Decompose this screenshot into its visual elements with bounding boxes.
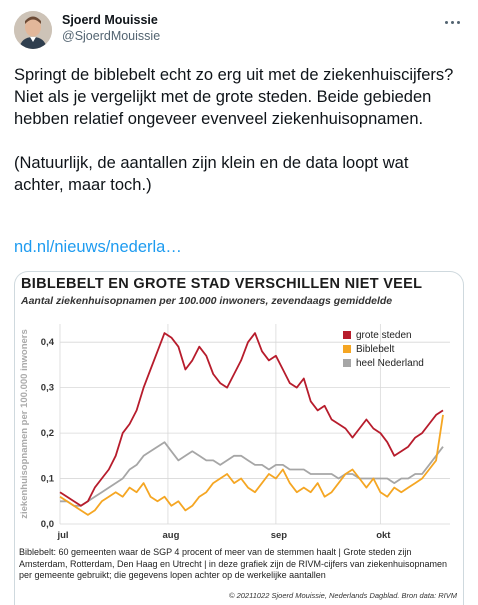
- chart-footnote: Biblebelt: 60 gemeenten waar de SGP 4 pr…: [19, 547, 448, 580]
- article-link[interactable]: nd.nl/nieuws/nederla…: [14, 238, 182, 256]
- chart-title: BIBLEBELT EN GROTE STAD VERSCHILLEN NIET…: [21, 276, 423, 292]
- more-horizontal-icon-dot: [450, 20, 454, 24]
- series-line-biblebelt: [59, 414, 444, 516]
- y-tick-label: 0,4: [41, 337, 55, 348]
- legend-swatch: [343, 331, 351, 339]
- author-handle[interactable]: @SjoerdMouissie: [62, 29, 161, 43]
- y-tick-label: 0,0: [41, 519, 54, 530]
- y-tick-label: 0,1: [41, 474, 55, 485]
- avatar-image: [14, 11, 52, 49]
- plot-area: [60, 324, 450, 524]
- chart-image-card[interactable]: BIBLEBELT EN GROTE STAD VERSCHILLEN NIET…: [14, 271, 464, 605]
- tweet-paragraph: Springt de biblebelt echt zo erg uit met…: [14, 66, 454, 128]
- legend-swatch: [343, 359, 351, 367]
- x-tick-label: aug: [163, 530, 180, 541]
- x-tick-label: okt: [376, 530, 391, 541]
- chart-credit: © 20211022 Sjoerd Mouissie, Nederlands D…: [228, 591, 457, 600]
- x-tick-label: sep: [271, 530, 288, 541]
- y-tick-label: 0,2: [41, 428, 54, 439]
- y-axis-title: ziekenhuisopnamen per 100.000 inwoners: [19, 329, 30, 519]
- series-line-grote-steden: [59, 332, 444, 507]
- author-name[interactable]: Sjoerd Mouissie: [62, 13, 158, 27]
- chart-subtitle: Aantal ziekenhuisopnamen per 100.000 inw…: [21, 295, 393, 307]
- more-horizontal-icon: [444, 20, 448, 24]
- legend-label: Biblebelt: [356, 344, 395, 355]
- legend-label: heel Nederland: [356, 358, 424, 369]
- line-chart: 0,0 0,1 0,2 0,3 0,4 jul aug sep okt ziekenhuisopn…: [19, 324, 450, 541]
- tweet-text: Springt de biblebelt echt zo erg uit met…: [14, 64, 454, 196]
- more-options-button[interactable]: [440, 12, 464, 32]
- x-tick-label: jul: [56, 530, 68, 541]
- legend-swatch: [343, 345, 351, 353]
- y-tick-label: 0,3: [41, 383, 54, 394]
- series-line-heel-nederland: [60, 441, 444, 507]
- tweet-paragraph: (Natuurlijk, de aantallen zijn klein en …: [14, 154, 409, 194]
- author-block: Sjoerd Mouissie @SjoerdMouissie: [62, 12, 160, 45]
- avatar[interactable]: [14, 11, 52, 49]
- legend-label: grote steden: [356, 330, 412, 341]
- more-horizontal-icon-dot: [456, 20, 460, 24]
